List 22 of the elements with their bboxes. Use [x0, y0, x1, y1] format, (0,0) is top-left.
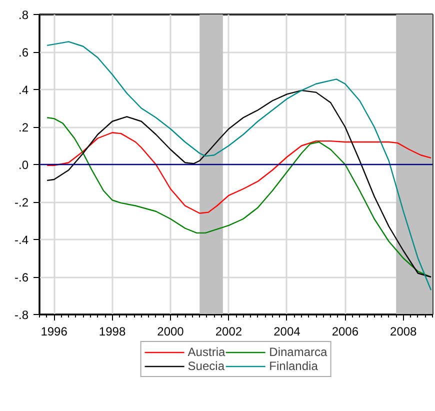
x-tick-label: 2008 — [390, 324, 418, 338]
x-tick-label: 2006 — [332, 324, 359, 338]
y-tick-label: .6 — [18, 46, 29, 60]
y-tick-label: -.2 — [14, 196, 29, 210]
line-series — [46, 41, 432, 291]
y-tick-label: .4 — [18, 83, 29, 97]
x-tick-label: 1998 — [98, 324, 126, 338]
y-tick-label: -.6 — [14, 270, 29, 284]
legend-label: Austria — [188, 345, 226, 359]
x-tick-label: 2002 — [215, 324, 242, 338]
y-tick-label: .0 — [18, 158, 29, 172]
x-tick-label: 2004 — [274, 324, 301, 338]
x-tick-label: 1996 — [40, 324, 68, 338]
x-tick-label: 2000 — [157, 324, 184, 338]
legend-label: Finlandia — [269, 359, 318, 373]
legend-label: Suecia — [188, 359, 225, 373]
line-series — [46, 132, 432, 214]
y-tick-label: -.8 — [14, 308, 29, 322]
y-tick-label: .8 — [18, 8, 29, 22]
y-tick-label: -.4 — [14, 233, 29, 247]
y-tick-label: .2 — [18, 120, 29, 134]
legend-label: Dinamarca — [269, 345, 328, 359]
